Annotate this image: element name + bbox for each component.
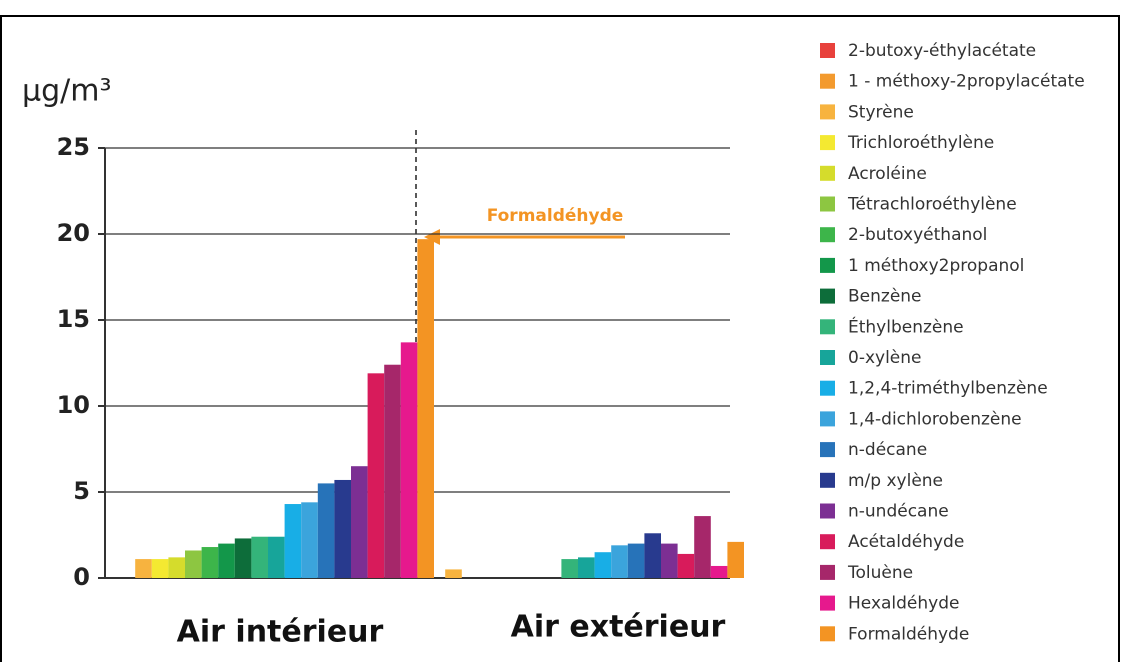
bar bbox=[284, 504, 302, 578]
y-tick-label: 25 bbox=[57, 133, 90, 161]
bar bbox=[251, 536, 268, 578]
bar bbox=[561, 559, 578, 578]
legend-swatch bbox=[820, 104, 835, 120]
legend-label: Toluène bbox=[847, 563, 913, 583]
annotation-arrowhead bbox=[424, 229, 440, 245]
legend-label: 2-butoxy-éthylacétate bbox=[848, 41, 1036, 61]
legend-swatch bbox=[820, 534, 835, 550]
bar bbox=[694, 516, 711, 578]
bar bbox=[578, 557, 595, 578]
y-tick-label: 0 bbox=[73, 563, 90, 591]
legend-swatch bbox=[820, 595, 835, 611]
legend-label: Tétrachloroéthylène bbox=[847, 195, 1017, 215]
legend-label: 1,2,4-triméthylbenzène bbox=[848, 379, 1048, 399]
frame bbox=[0, 15, 1120, 662]
y-tick-label: 10 bbox=[57, 391, 90, 419]
legend-swatch bbox=[820, 350, 835, 365]
legend-label: Éthylbenzène bbox=[848, 315, 964, 337]
legend-swatch bbox=[820, 411, 835, 427]
bar bbox=[644, 533, 661, 578]
bar bbox=[168, 557, 185, 578]
x-tick-label: Air extérieur bbox=[511, 610, 726, 645]
legend-label: Benzène bbox=[848, 287, 922, 307]
bar bbox=[185, 550, 202, 578]
y-axis-label: µg/m³ bbox=[22, 74, 112, 109]
legend-swatch bbox=[820, 43, 835, 58]
legend-swatch bbox=[820, 196, 835, 212]
legend-label: Hexaldéhyde bbox=[848, 594, 959, 614]
bar bbox=[317, 483, 335, 578]
bar bbox=[627, 543, 645, 578]
legend-swatch bbox=[820, 472, 835, 488]
bar bbox=[201, 547, 219, 578]
legend-label: n-décane bbox=[848, 440, 927, 460]
legend-swatch bbox=[820, 442, 835, 458]
y-tick-label: 20 bbox=[57, 219, 90, 247]
bar bbox=[727, 541, 744, 578]
bar bbox=[677, 553, 695, 578]
legend-swatch bbox=[820, 135, 835, 151]
bar bbox=[367, 373, 385, 578]
legend-swatch bbox=[820, 626, 835, 642]
bar bbox=[661, 543, 678, 578]
legend-label: Formaldéhyde bbox=[848, 624, 969, 644]
legend-label: 0-xylène bbox=[848, 348, 922, 368]
legend-label: m/p xylène bbox=[848, 471, 943, 491]
y-tick-label: 5 bbox=[73, 477, 90, 505]
legend-swatch bbox=[820, 227, 835, 243]
bar bbox=[334, 479, 351, 578]
bar bbox=[268, 536, 285, 578]
legend-swatch bbox=[820, 319, 835, 335]
bar bbox=[384, 364, 401, 578]
bar bbox=[417, 239, 434, 578]
legend-label: Acroléine bbox=[848, 164, 927, 184]
legend-label: Acétaldéhyde bbox=[848, 532, 964, 552]
bar bbox=[234, 538, 252, 578]
annotation: Formaldéhyde bbox=[487, 206, 624, 226]
bar bbox=[135, 559, 152, 578]
legend-swatch bbox=[820, 564, 835, 580]
bar bbox=[301, 502, 318, 578]
legend-swatch bbox=[820, 288, 835, 304]
legend-label: 1,4-dichlorobenzène bbox=[848, 409, 1022, 429]
legend-swatch bbox=[820, 380, 835, 396]
legend-label: n-undécane bbox=[848, 502, 949, 522]
legend-label: Trichloroéthylène bbox=[847, 133, 994, 153]
x-tick-label: Air intérieur bbox=[177, 615, 384, 650]
legend-label: 1 méthoxy2propanol bbox=[848, 256, 1024, 276]
legend-label: 1 - méthoxy-2propylacétate bbox=[848, 72, 1085, 92]
bar bbox=[400, 342, 418, 578]
legend-swatch bbox=[820, 73, 835, 89]
bar bbox=[151, 559, 169, 578]
legend-label: 2-butoxyéthanol bbox=[848, 225, 987, 245]
legend-swatch bbox=[820, 503, 835, 519]
bar bbox=[351, 466, 368, 578]
bar bbox=[611, 545, 628, 578]
bar bbox=[218, 543, 235, 578]
bar bbox=[445, 569, 462, 578]
legend-swatch bbox=[820, 165, 835, 181]
legend-swatch bbox=[820, 257, 835, 273]
legend-label: Styrène bbox=[848, 102, 914, 122]
bar bbox=[710, 565, 728, 578]
bar bbox=[594, 552, 612, 578]
y-tick-label: 15 bbox=[57, 305, 90, 333]
